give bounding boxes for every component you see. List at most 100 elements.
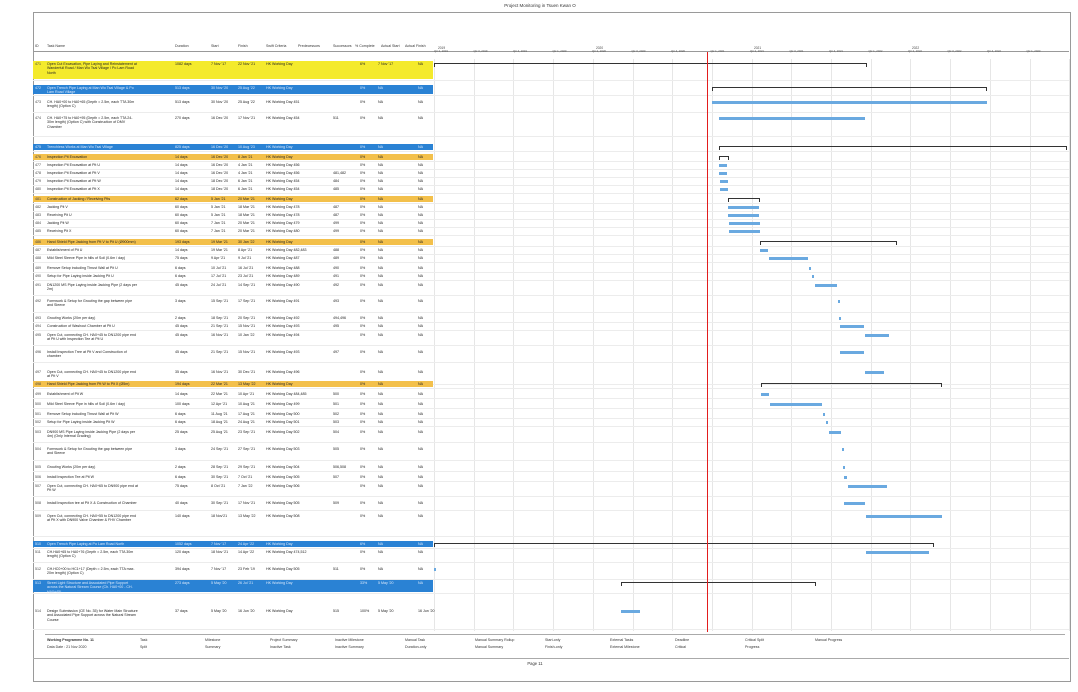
row-divider xyxy=(33,295,1069,296)
cell-af: NA xyxy=(418,542,423,546)
cell-pct: 0% xyxy=(360,299,366,303)
cell-start: 10 Jul '21 xyxy=(211,266,227,270)
row-divider xyxy=(33,95,1069,96)
cell-name: Open Cut Excavation, Pipe Laying and Rei… xyxy=(47,62,137,75)
cell-finish: 14 Apr '22 xyxy=(238,550,255,554)
table-row: 485 Receiving Pit X 60 days 7 Jan '21 20 Mar… xyxy=(33,228,433,234)
cell-id: 494 xyxy=(35,324,41,328)
cell-criteria: HK Working Day xyxy=(266,155,293,159)
cell-duration: 60 days xyxy=(175,213,188,217)
cell-as: 5 May '20 xyxy=(378,609,394,613)
cell-succ: 500 xyxy=(333,392,339,396)
cell-finish: 17 Nov '21 xyxy=(238,116,256,120)
legend-item: Milestone xyxy=(205,638,221,642)
cell-succ: 499 xyxy=(333,229,339,233)
summary-bar xyxy=(434,543,934,547)
cell-duration: 1052 days xyxy=(175,542,192,546)
cell-af: NA xyxy=(418,465,423,469)
table-row: 514 Design Submission (CE No. 35) for Wat… xyxy=(33,608,434,628)
cell-criteria: HK Working Day 474,512 xyxy=(266,550,307,554)
cell-finish: 13 May '22 xyxy=(238,514,256,518)
cell-name: Open Cut, connecting CH. HA0+65 to DN900… xyxy=(47,484,138,493)
table-row: 505 Grouting Works (20m per day) 2 days 28 … xyxy=(33,464,433,470)
cell-criteria: HK Working Day 501 xyxy=(266,420,300,424)
timeline-quarter: Qtr 4, 2022 xyxy=(987,49,1001,53)
cell-as: NA xyxy=(378,229,383,233)
cell-pct: 0% xyxy=(360,256,366,260)
cell-criteria: HK Working Day 454 xyxy=(266,179,300,183)
row-divider xyxy=(33,211,1069,212)
table-row: 494 Construction of Washout Chamber at Pi… xyxy=(33,323,433,329)
cell-criteria: HK Working Day 478 xyxy=(266,205,300,209)
cell-duration: 6 days xyxy=(175,412,186,416)
cell-af: NA xyxy=(418,213,423,217)
cell-criteria: HK Working Day 506 xyxy=(266,484,300,488)
cell-name: Inspection Pit Excavation xyxy=(47,155,88,159)
cell-af: NA xyxy=(418,581,423,585)
legend-item: Manual Summary Rollup xyxy=(475,638,515,642)
cell-start: 5 May '20 xyxy=(211,581,227,585)
cell-duration: 1082 days xyxy=(175,62,192,66)
cell-af: NA xyxy=(418,100,423,104)
cell-id: 499 xyxy=(35,392,41,396)
table-row: 488 Mild Steel Sleeve Pipe in hills of So… xyxy=(33,255,433,261)
cell-start: 7 Jan '21 xyxy=(211,229,226,233)
cell-pct: 0% xyxy=(360,213,366,217)
cell-id: 479 xyxy=(35,179,41,183)
row-divider xyxy=(33,418,1069,419)
cell-af: NA xyxy=(418,484,423,488)
cell-start: 5 Jan '21 xyxy=(211,213,226,217)
row-divider xyxy=(33,219,1069,220)
cell-as: NA xyxy=(378,116,383,120)
cell-af: NA xyxy=(418,299,423,303)
cell-start: 16 Dec '20 xyxy=(211,155,229,159)
cell-finish: 24 Apr '22 xyxy=(238,542,255,546)
cell-duration: 45 days xyxy=(175,350,188,354)
cell-finish: 4 Jan '21 xyxy=(238,171,253,175)
cell-duration: 3 days xyxy=(175,299,186,303)
cell-criteria: HK Working Day 504 xyxy=(266,465,300,469)
legend-item: Split xyxy=(140,645,147,649)
cell-duration: 14 days xyxy=(175,187,188,191)
cell-pct: 0% xyxy=(360,248,366,252)
cell-finish: 17 Nov '21 xyxy=(238,501,256,505)
timeline-year: 2022 xyxy=(912,46,920,50)
cell-duration: 14 days xyxy=(175,179,188,183)
cell-pct: 0% xyxy=(360,370,366,374)
cell-start: 7 Jan '21 xyxy=(211,221,226,225)
cell-name: Formwork & Setup for Grouting the gap be… xyxy=(47,447,133,456)
cell-id: 473 xyxy=(35,100,41,104)
cell-as: NA xyxy=(378,256,383,260)
cell-succ: 509 xyxy=(333,501,339,505)
cell-criteria: HK Working Day 505 xyxy=(266,501,300,505)
cell-criteria: HK Working Day 489 xyxy=(266,274,300,278)
cell-name: Construction of Washout Chamber at Pit U xyxy=(47,324,115,328)
cell-name: Receiving Pit X xyxy=(47,229,72,233)
cell-start: 5 May '20 xyxy=(211,609,227,613)
cell-pct: 100% xyxy=(360,609,370,613)
table-row: 483 Receiving Pit U 60 days 5 Jan '21 18 Mar… xyxy=(33,212,433,218)
task-bar xyxy=(825,421,829,424)
task-bar xyxy=(621,610,640,613)
timeline-quarter: Qtr 1, 2020 xyxy=(552,49,567,53)
cell-af: NA xyxy=(418,382,423,386)
cell-as: NA xyxy=(378,447,383,451)
summary-bar xyxy=(621,582,816,586)
table-row: 471 Open Cut Excavation, Pipe Laying and … xyxy=(33,61,433,79)
cell-as: NA xyxy=(378,465,383,469)
cell-start: 30 Nov '20 xyxy=(211,86,229,90)
cell-succ: 515 xyxy=(333,609,339,613)
cell-start: 16 Dec '20 xyxy=(211,171,229,175)
cell-criteria: HK Working Day 478 xyxy=(266,213,300,217)
cell-id: 474 xyxy=(35,116,41,120)
table-row: 511 CH.HA0+65 to HA0+76 (Depth = 2.5m, ea… xyxy=(33,549,433,561)
cell-as: NA xyxy=(378,333,383,337)
cell-af: NA xyxy=(418,62,423,66)
cell-finish: 15 Nov '21 xyxy=(238,350,256,354)
task-bar xyxy=(768,257,809,260)
cell-finish: 13 May '22 xyxy=(238,382,256,386)
cell-af: NA xyxy=(418,475,423,479)
cell-duration: 40 days xyxy=(175,501,188,505)
cell-id: 490 xyxy=(35,274,41,278)
cell-start: 9 Apr '21 xyxy=(211,256,226,260)
